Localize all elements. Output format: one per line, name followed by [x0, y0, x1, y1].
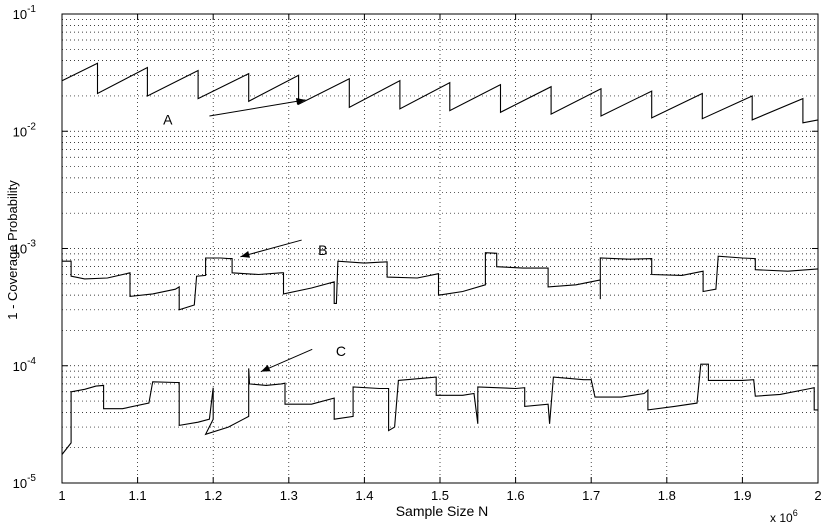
- plot-frame: [61, 13, 819, 484]
- data-series: [61, 62, 819, 455]
- x-tick-label: 1.8: [658, 488, 676, 503]
- x-tick-label: 1: [58, 488, 65, 503]
- x-multiplier-base: x 10: [770, 511, 793, 525]
- y-tick-label: 10-5: [13, 473, 37, 491]
- annotation-arrow-b: [240, 239, 302, 258]
- x-tick-label: 2: [814, 488, 821, 503]
- annotation-arrowhead-a: [295, 97, 306, 105]
- annotation-arrowhead-c: [260, 364, 271, 372]
- y-axis-ticks: 10-5 10-4 10-3 10-2 10-1: [13, 4, 818, 491]
- x-multiplier-exp: 6: [793, 508, 798, 518]
- y-tick-label: 10-4: [13, 356, 37, 374]
- series-line-c: [61, 363, 818, 455]
- x-multiplier: x 106: [770, 508, 798, 525]
- annotation-label-b: B: [318, 242, 327, 258]
- x-tick-label: 1.7: [582, 488, 600, 503]
- y-axis-label: 1 - Coverage Probability: [5, 180, 20, 320]
- x-tick-label: 1.5: [431, 488, 449, 503]
- x-tick-label: 1.9: [733, 488, 751, 503]
- series-line-a: [61, 62, 819, 124]
- x-tick-label: 1.4: [355, 488, 373, 503]
- annotation-arrowhead-b: [240, 251, 251, 258]
- annotation-arrow-c: [260, 348, 313, 373]
- x-axis-ticks: 1 1.1 1.2 1.3 1.4 1.5 1.6 1.7 1.8 1.9 2: [58, 14, 822, 503]
- x-axis-label: Sample Size N: [396, 503, 489, 519]
- x-tick-label: 1.6: [507, 488, 525, 503]
- grid-lines: [61, 14, 819, 484]
- annotation-arrow-a: [209, 99, 306, 117]
- x-tick-label: 1.3: [280, 488, 298, 503]
- y-tick-label: 10-3: [13, 239, 37, 257]
- y-tick-label: 10-1: [13, 4, 37, 22]
- series-line-b: [62, 252, 819, 311]
- annotation-label-c: C: [336, 343, 346, 359]
- x-tick-label: 1.1: [129, 488, 147, 503]
- annotations: A B C: [163, 97, 346, 373]
- x-tick-label: 1.2: [204, 488, 222, 503]
- annotation-label-a: A: [163, 111, 173, 127]
- y-tick-label: 10-2: [13, 121, 37, 139]
